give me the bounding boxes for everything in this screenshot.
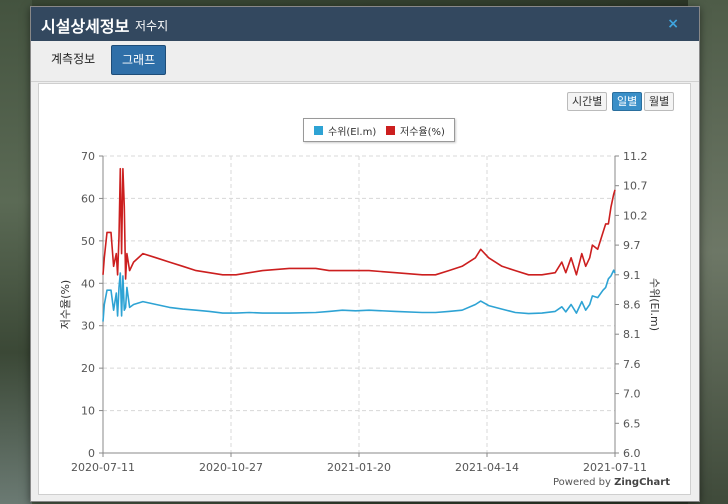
dialog-subtitle: 저수지 xyxy=(135,19,169,33)
period-daily-button[interactable]: 일별 xyxy=(612,92,643,111)
y-left-tick-label: 10 xyxy=(81,405,95,418)
x-tick-label: 2021-01-20 xyxy=(327,461,391,474)
map-background-left xyxy=(0,0,32,504)
y-left-tick-label: 20 xyxy=(81,362,95,375)
chart-legend: 수위(El.m) 저수율(%) xyxy=(303,118,455,142)
y-right-tick-label: 6.5 xyxy=(623,417,641,430)
y-right-tick-label: 7.0 xyxy=(623,388,641,401)
y-right-tick-label: 6.0 xyxy=(623,447,641,460)
legend-swatch-storage-rate xyxy=(386,126,395,135)
x-tick-label: 2020-07-11 xyxy=(71,461,135,474)
close-icon[interactable]: × xyxy=(667,16,679,32)
line-chart: 0 10 20 30 40 50 60 70 6.0 6.5 7.0 7.6 8.1 8.6 9.1 9.7 1… xyxy=(59,150,661,474)
series-line-storage-rate xyxy=(102,167,616,280)
y-right-axis-label: 수위(El.m) xyxy=(648,278,661,331)
series-line-water-level xyxy=(102,269,616,322)
legend-label-water-level: 수위(El.m) xyxy=(328,127,377,138)
y-right-tick-label: 9.1 xyxy=(623,269,641,282)
chart-panel: 시간별 일별 월별 수위(El.m) 저수율(%) 0 10 20 30 40 50 60 7… xyxy=(38,83,691,495)
x-tick-label: 2021-04-14 xyxy=(455,461,519,474)
y-left-tick-label: 70 xyxy=(81,150,95,163)
facility-detail-dialog: 시설상세정보 저수지 × 계측정보 그래프 시간별 일별 월별 수위(El.m)… xyxy=(30,6,700,502)
dialog-titlebar: 시설상세정보 저수지 × xyxy=(31,7,699,41)
dialog-title: 시설상세정보 xyxy=(41,17,130,36)
powered-by: Powered by ZingChart xyxy=(553,477,670,488)
x-tick-label: 2021-07-11 xyxy=(583,461,647,474)
powered-by-prefix: Powered by xyxy=(552,477,611,488)
legend-label-storage-rate: 저수율(%) xyxy=(400,127,445,138)
y-right-tick-label: 8.1 xyxy=(623,328,641,341)
tab-graph[interactable]: 그래프 xyxy=(111,45,167,75)
period-hourly-button[interactable]: 시간별 xyxy=(567,92,608,111)
y-left-tick-label: 40 xyxy=(81,277,95,290)
y-right-tick-label: 10.7 xyxy=(623,180,648,193)
legend-swatch-water-level xyxy=(314,126,323,135)
tab-measurement-info[interactable]: 계측정보 xyxy=(51,52,96,66)
y-left-tick-label: 0 xyxy=(88,447,95,460)
tab-bar: 계측정보 그래프 xyxy=(31,41,699,82)
y-right-tick-label: 10.2 xyxy=(623,209,648,222)
y-right-tick-label: 7.6 xyxy=(623,358,641,371)
y-right-tick-label: 8.6 xyxy=(623,299,641,312)
y-left-tick-label: 30 xyxy=(81,320,95,333)
y-right-tick-label: 11.2 xyxy=(623,150,648,163)
x-tick-label: 2020-10-27 xyxy=(199,461,263,474)
y-right-tick-label: 9.7 xyxy=(623,239,641,252)
y-left-axis-label: 저수율(%) xyxy=(59,280,72,329)
period-monthly-button[interactable]: 월별 xyxy=(644,92,675,111)
y-left-tick-label: 60 xyxy=(81,192,95,205)
powered-by-brand: ZingChart xyxy=(614,477,670,488)
y-left-tick-label: 50 xyxy=(81,235,95,248)
